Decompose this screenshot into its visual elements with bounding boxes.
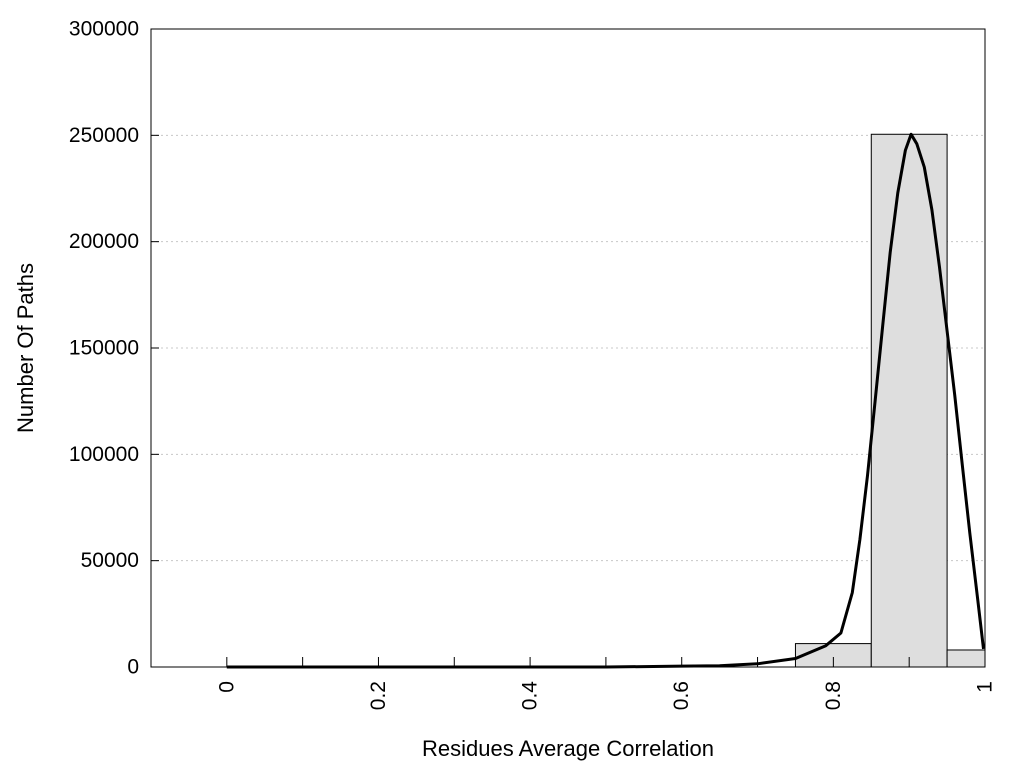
x-tick-label: 0.6 — [670, 681, 693, 710]
y-tick-labels: 0 50000 100000 150000 200000 250000 300000 — [69, 18, 139, 679]
x-axis-title: Residues Average Correlation — [422, 736, 714, 761]
y-tick-label: 0 — [127, 656, 139, 679]
histogram-bar — [946, 649, 986, 668]
y-tick-label: 300000 — [69, 18, 139, 41]
fit-curve — [226, 132, 985, 669]
x-tick-label: 0.8 — [822, 681, 845, 710]
y-tick-label: 200000 — [69, 230, 139, 253]
axis-ticks — [151, 28, 986, 668]
histogram-bar — [870, 133, 948, 668]
x-tick-label: 0.2 — [367, 681, 390, 710]
y-tick-label: 150000 — [69, 337, 139, 360]
y-axis-title: Number Of Paths — [13, 263, 38, 433]
x-tick-label: 1 — [974, 681, 997, 693]
grid-lines — [151, 134, 985, 562]
y-tick-label: 250000 — [69, 124, 139, 147]
y-tick-label: 50000 — [81, 549, 139, 572]
x-tick-label: 0 — [215, 681, 238, 693]
y-tick-label: 100000 — [69, 443, 139, 466]
distribution-curve — [226, 132, 985, 669]
x-tick-label: 0.4 — [519, 681, 542, 711]
x-tick-labels: 0 0.2 0.4 0.6 0.8 1 — [215, 681, 996, 711]
